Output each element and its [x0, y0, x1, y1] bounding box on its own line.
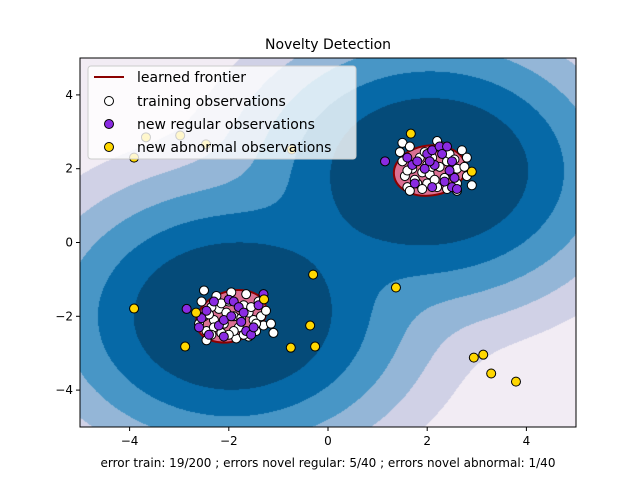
- regular-point: [208, 296, 219, 307]
- training-point: [466, 180, 477, 191]
- abnormal-point: [285, 342, 296, 353]
- legend: learned frontier training observations n…: [87, 65, 357, 160]
- chart-title: Novelty Detection: [265, 37, 391, 53]
- regular-point: [447, 156, 457, 167]
- abnormal-point: [191, 307, 202, 318]
- legend-label: new abnormal observations: [137, 140, 331, 156]
- regular-point: [181, 303, 192, 314]
- regular-point: [194, 322, 205, 333]
- training-point: [404, 185, 415, 196]
- legend-box: [87, 65, 357, 160]
- regular-point: [226, 311, 237, 322]
- abnormal-point: [466, 166, 477, 177]
- training-point: [456, 145, 467, 156]
- training-point: [394, 147, 405, 158]
- training-point: [461, 152, 472, 163]
- regular-point: [424, 156, 435, 167]
- y-tick-label: 2: [65, 162, 73, 176]
- abnormal-point: [259, 294, 270, 305]
- abnormal-point: [390, 282, 401, 293]
- regular-point: [218, 331, 229, 342]
- abnormal-point: [478, 349, 489, 360]
- training-point: [199, 285, 209, 296]
- training-point: [241, 289, 252, 300]
- regular-point: [380, 156, 391, 167]
- y-tick-label: −2: [55, 309, 73, 323]
- regular-point: [409, 178, 420, 189]
- regular-point: [402, 152, 413, 163]
- training-point: [459, 161, 470, 172]
- training-point: [196, 296, 207, 307]
- regular-point: [444, 165, 455, 176]
- y-axis: −4 −2 0 2 4: [55, 88, 80, 397]
- regular-point: [439, 176, 450, 187]
- regular-point: [419, 163, 430, 174]
- legend-label: learned frontier: [137, 70, 246, 86]
- abnormal-point: [180, 341, 191, 352]
- legend-regular-marker: [104, 119, 114, 129]
- y-tick-label: 0: [65, 236, 73, 250]
- x-tick-label: 4: [523, 434, 531, 448]
- abnormal-point: [310, 341, 321, 352]
- abnormal-point: [405, 128, 416, 139]
- regular-point: [449, 172, 460, 183]
- abnormal-point: [308, 269, 319, 280]
- x-tick-label: −4: [121, 434, 139, 448]
- y-tick-label: −4: [55, 383, 73, 397]
- abnormal-point: [468, 352, 479, 363]
- legend-label: new regular observations: [137, 117, 315, 133]
- x-axis-label: error train: 19/200 ; errors novel regul…: [101, 456, 556, 470]
- regular-point: [442, 141, 453, 152]
- legend-abnormal-marker: [104, 142, 114, 152]
- abnormal-point: [486, 368, 497, 379]
- regular-point: [238, 307, 249, 318]
- abnormal-point: [129, 303, 140, 314]
- regular-point: [427, 182, 438, 193]
- training-point: [417, 183, 428, 194]
- x-tick-label: −2: [220, 434, 238, 448]
- training-point: [265, 318, 276, 329]
- regular-point: [412, 156, 423, 167]
- training-point: [261, 305, 271, 316]
- regular-point: [437, 148, 448, 159]
- regular-point: [248, 322, 259, 333]
- x-axis: −4 −2 0 2 4: [121, 427, 530, 448]
- legend-training-marker: [104, 96, 114, 106]
- legend-label: training observations: [137, 94, 286, 110]
- abnormal-point: [510, 376, 521, 387]
- x-tick-label: 2: [423, 434, 431, 448]
- training-point: [404, 141, 415, 152]
- regular-point: [201, 305, 212, 316]
- regular-point: [451, 183, 462, 194]
- y-tick-label: 4: [65, 88, 73, 102]
- regular-point: [203, 329, 214, 340]
- abnormal-point: [305, 320, 316, 331]
- x-tick-label: 0: [324, 434, 332, 448]
- training-point: [268, 327, 279, 338]
- regular-point: [236, 316, 247, 327]
- points-layer: [129, 128, 521, 387]
